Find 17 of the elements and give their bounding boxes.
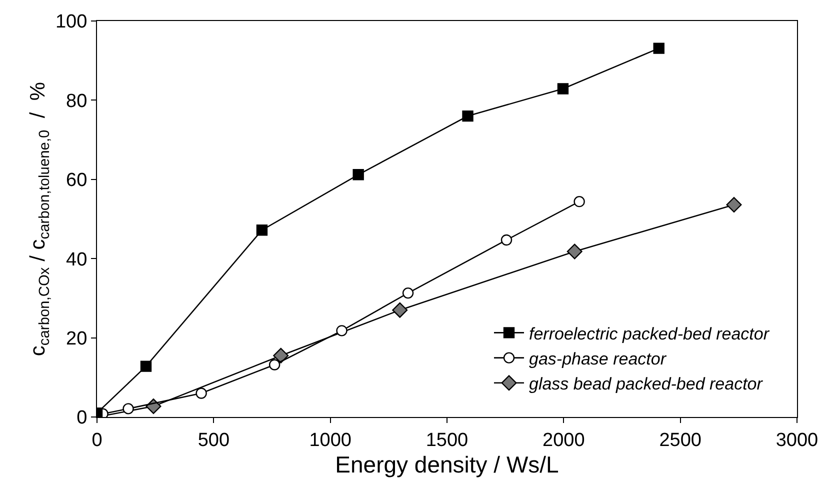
y-tick-label: 60: [66, 170, 88, 192]
x-tick-label: 1000: [309, 430, 352, 451]
y-tick-label: 0: [76, 408, 88, 429]
y-tick-label: 80: [66, 90, 88, 112]
y-tick-label: 40: [66, 249, 88, 270]
legend-label: ferroelectric packed-bed reactor: [529, 324, 770, 344]
y-tick-label: 20: [66, 328, 88, 350]
x-tick-label: 0: [92, 430, 102, 451]
x-tick-label: 2500: [659, 430, 702, 451]
x-axis-title: Energy density / Ws/L: [335, 451, 560, 478]
x-tick-label: 3000: [776, 430, 818, 451]
y-tick-label: 100: [55, 12, 88, 33]
x-tick-label: 500: [198, 430, 230, 451]
legend-label: glass bead packed-bed reactor: [529, 374, 764, 394]
x-tick-label: 2000: [542, 430, 585, 451]
x-tick-label: 1500: [426, 430, 468, 451]
legend-label: gas-phase reactor: [529, 349, 668, 368]
